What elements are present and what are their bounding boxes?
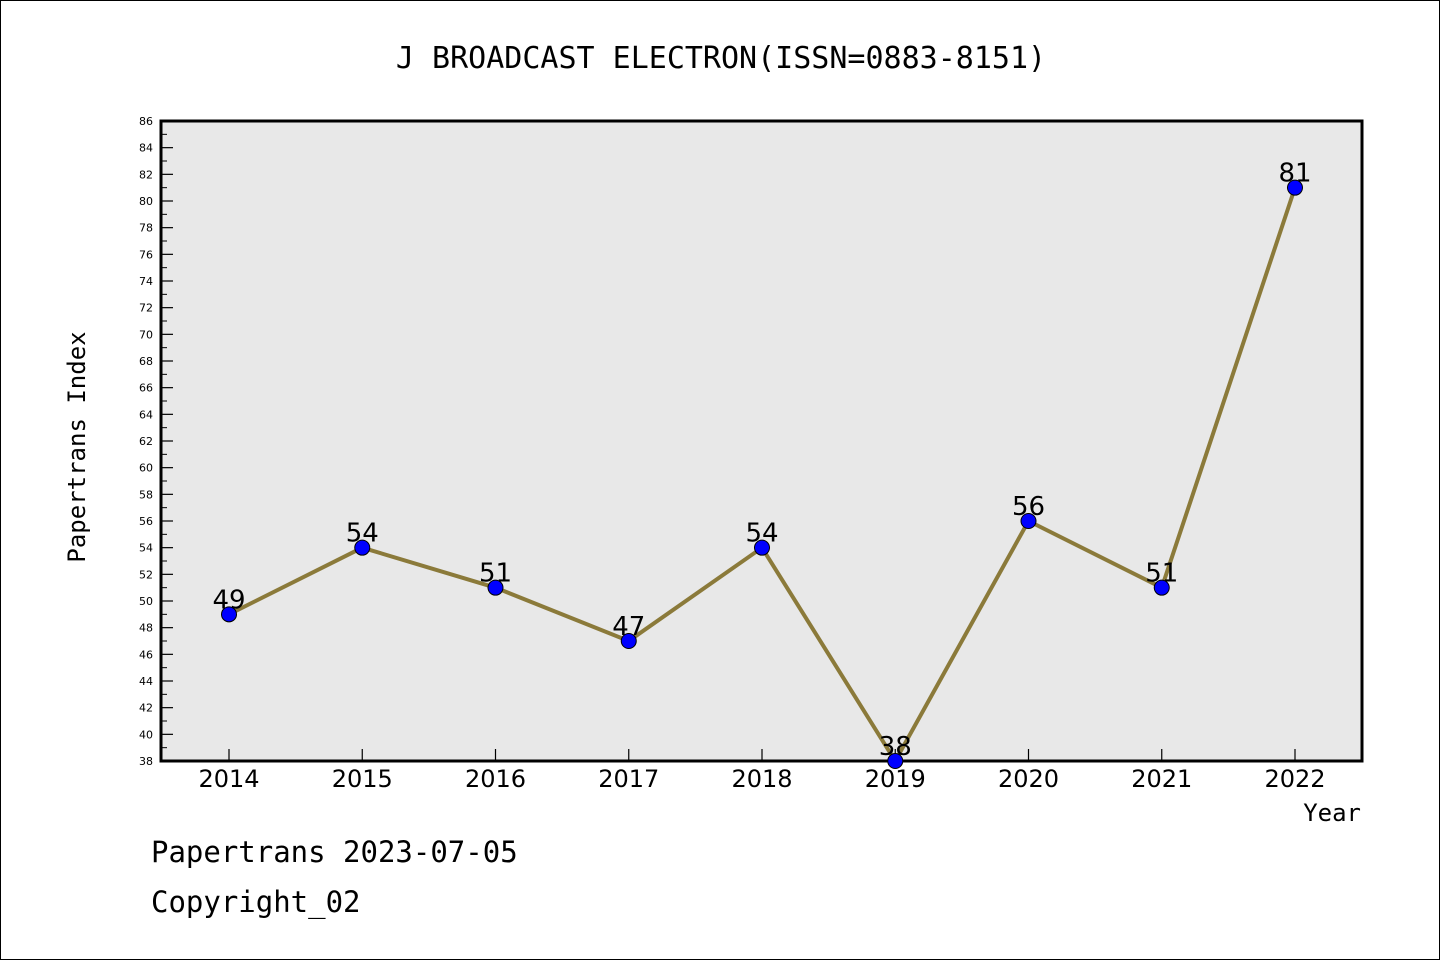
y-tick-label: 74 <box>139 275 153 288</box>
y-tick-label: 48 <box>139 622 153 635</box>
data-label-2021: 51 <box>1145 559 1178 589</box>
y-tick-label: 50 <box>139 595 153 608</box>
y-tick-label: 46 <box>139 648 153 661</box>
footer-date: Papertrans 2023-07-05 <box>151 835 518 869</box>
x-axis: 2014 2015 2016 2017 2018 2019 2020 2021 2022 <box>198 749 1326 793</box>
data-label-2015: 54 <box>346 519 379 549</box>
chart-title: J BROADCAST ELECTRON(ISSN=0883-8151) <box>396 41 1046 76</box>
x-tick-label: 2017 <box>598 765 659 793</box>
data-point-2017 <box>620 633 637 649</box>
data-label-2016: 51 <box>479 559 512 589</box>
data-point-2021 <box>1153 579 1170 596</box>
y-tick-label: 82 <box>139 168 153 181</box>
y-tick-label: 86 <box>139 115 153 128</box>
data-point-2014 <box>221 606 237 623</box>
data-label-2020: 56 <box>1012 492 1045 522</box>
y-tick-label: 60 <box>139 462 153 475</box>
data-label-2014: 49 <box>212 585 245 615</box>
y-tick-label: 84 <box>139 142 153 155</box>
y-tick-label: 52 <box>139 568 153 581</box>
series-layer <box>221 179 1303 769</box>
plot-area <box>159 119 1364 763</box>
x-tick-label: 2016 <box>465 765 526 793</box>
footer-copyright: Copyright_02 <box>151 885 361 919</box>
y-tick-label: 62 <box>139 435 153 448</box>
data-label-2022: 81 <box>1278 159 1311 189</box>
y-tick-label: 70 <box>139 328 153 341</box>
y-tick-label: 72 <box>139 302 153 315</box>
x-tick-label: 2021 <box>1131 765 1192 793</box>
y-tick-label: 38 <box>139 755 153 768</box>
y-tick-label: 40 <box>139 728 153 741</box>
y-tick-label: 54 <box>139 542 153 555</box>
y-tick-label: 58 <box>139 488 153 501</box>
y-tick-label: 42 <box>139 702 153 715</box>
data-point-2018 <box>754 539 770 556</box>
data-point-2016 <box>487 579 504 596</box>
data-labels: 49 54 51 47 54 38 56 51 81 <box>212 159 1311 762</box>
y-tick-label: 80 <box>139 195 153 208</box>
data-point-2020 <box>1020 513 1037 529</box>
x-tick-label: 2015 <box>332 765 393 793</box>
x-tick-label: 2019 <box>865 765 926 793</box>
data-label-2019: 38 <box>879 732 912 762</box>
x-tick-label: 2022 <box>1264 765 1325 793</box>
y-tick-label: 64 <box>139 408 153 421</box>
data-label-2017: 47 <box>612 612 645 642</box>
y-axis: 38 40 42 44 46 48 50 52 54 56 58 60 62 64 66 68 70 72 74 76… <box>139 115 173 768</box>
x-tick-label: 2014 <box>198 765 259 793</box>
x-axis-label: Year <box>1303 799 1361 827</box>
y-tick-label: 68 <box>139 355 153 368</box>
data-point-2019 <box>887 753 904 769</box>
y-tick-label: 66 <box>139 382 153 395</box>
y-tick-label: 56 <box>139 515 153 528</box>
y-tick-label: 76 <box>139 248 153 261</box>
data-point-2022 <box>1287 179 1303 196</box>
data-point-2015 <box>354 539 371 556</box>
y-tick-label: 44 <box>139 675 153 688</box>
y-tick-label: 78 <box>139 222 153 235</box>
x-tick-label: 2018 <box>731 765 792 793</box>
x-tick-label: 2020 <box>998 765 1059 793</box>
data-label-2018: 54 <box>745 519 778 549</box>
y-axis-label: Papertrans Index <box>63 331 91 562</box>
